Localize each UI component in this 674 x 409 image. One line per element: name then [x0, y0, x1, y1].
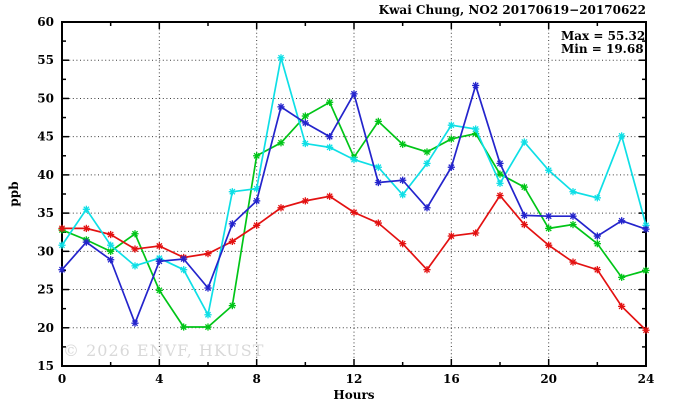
svg-text:20: 20 — [37, 321, 54, 335]
svg-text:30: 30 — [37, 244, 54, 258]
max-annotation: Max = 55.32 — [561, 29, 646, 43]
svg-text:0: 0 — [58, 372, 66, 386]
svg-text:45: 45 — [37, 130, 54, 144]
svg-text:50: 50 — [37, 91, 54, 105]
svg-text:25: 25 — [37, 283, 54, 297]
series-markers-blue — [58, 81, 650, 327]
svg-text:20: 20 — [540, 372, 557, 386]
svg-text:12: 12 — [346, 372, 363, 386]
svg-text:40: 40 — [37, 168, 54, 182]
svg-text:8: 8 — [252, 372, 260, 386]
plot-frame — [61, 21, 647, 367]
svg-text:60: 60 — [37, 15, 54, 29]
series-line-blue — [61, 82, 647, 326]
min-annotation: Min = 19.68 — [561, 42, 644, 56]
series-blue — [58, 81, 650, 327]
svg-text:16: 16 — [443, 372, 460, 386]
series-markers-cyan — [58, 54, 650, 319]
y-axis-label: ppb — [7, 181, 21, 207]
svg-text:24: 24 — [638, 372, 655, 386]
svg-text:4: 4 — [155, 372, 163, 386]
svg-text:55: 55 — [37, 53, 54, 67]
tick-labels: 0 4 8 12 16 20 24 15 20 25 30 35 40 45 50 55 60 — [37, 15, 654, 386]
x-axis-label: Hours — [333, 388, 375, 402]
chart-title: Kwai Chung, NO2 20170619−20170622 — [378, 3, 646, 17]
svg-text:35: 35 — [37, 206, 54, 220]
svg-text:15: 15 — [37, 359, 54, 373]
grid-lines — [62, 22, 646, 366]
watermark: © 2026 ENVF, HKUST — [63, 341, 265, 360]
